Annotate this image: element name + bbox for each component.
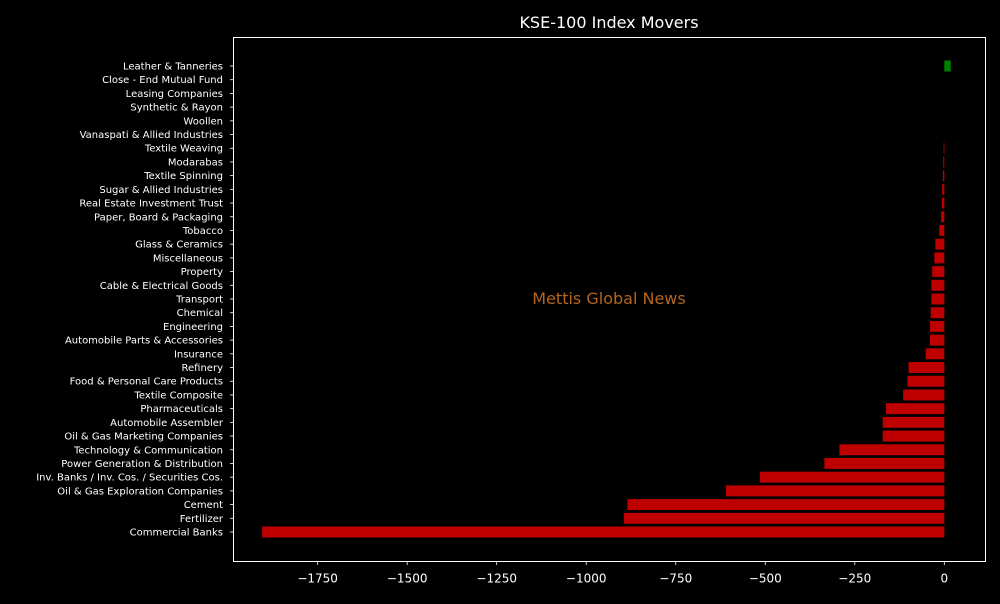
y-tick-label: Sugar & Allied Industries <box>99 185 223 196</box>
y-tick-label: Vanaspati & Allied Industries <box>80 130 223 141</box>
bar <box>935 238 945 250</box>
bar <box>944 60 951 72</box>
bar <box>627 499 945 511</box>
bar <box>931 293 945 305</box>
y-tick-label: Cement <box>184 500 223 511</box>
bar <box>929 320 945 332</box>
bar <box>925 348 945 360</box>
y-tick-label: Miscellaneous <box>153 253 223 264</box>
x-tick-label: −1250 <box>476 572 517 586</box>
bar <box>931 279 945 291</box>
y-tick-label: Oil & Gas Exploration Companies <box>57 486 223 497</box>
y-tick-label: Fertilizer <box>180 514 224 525</box>
x-tick-label: 0 <box>940 572 948 586</box>
y-tick-label: Automobile Assembler <box>110 418 224 429</box>
y-tick-label: Oil & Gas Marketing Companies <box>64 432 223 443</box>
bar <box>824 457 945 469</box>
y-tick-label: Refinery <box>182 363 224 374</box>
bar <box>942 170 945 182</box>
bar <box>839 444 945 456</box>
y-tick-label: Tobacco <box>182 226 223 237</box>
bar <box>262 526 945 538</box>
chart-title: KSE-100 Index Movers <box>519 13 698 32</box>
y-tick-label: Inv. Banks / Inv. Cos. / Securities Cos. <box>36 473 223 484</box>
y-tick-label: Textile Composite <box>134 390 223 401</box>
bar <box>943 142 945 154</box>
watermark-text: Mettis Global News <box>532 289 685 308</box>
y-tick-label: Property <box>181 267 223 278</box>
bar <box>941 211 945 223</box>
y-tick-label: Textile Spinning <box>143 171 223 182</box>
y-tick-label: Woollen <box>183 116 223 127</box>
bar <box>882 430 945 442</box>
y-tick-label: Food & Personal Care Products <box>70 377 223 388</box>
y-tick-label: Pharmaceuticals <box>140 404 223 415</box>
y-tick-label: Paper, Board & Packaging <box>94 212 223 223</box>
bar <box>942 183 945 195</box>
bar <box>939 224 945 236</box>
y-tick-labels: Commercial Banks Fertilizer Cement Oil & Ga… <box>36 62 234 539</box>
y-tick-label: Synthetic & Rayon <box>130 103 223 114</box>
x-tick-label: −500 <box>749 572 782 586</box>
y-tick-label: Cable & Electrical Goods <box>100 281 223 292</box>
x-tick-label: −1500 <box>387 572 428 586</box>
y-tick-label: Leather & Tanneries <box>123 62 223 73</box>
x-axis-ticks: −1750 −1500 −1250 −1000 −750 −500 −250 0 <box>297 561 948 586</box>
bar <box>725 485 945 497</box>
x-tick-label: −1750 <box>297 572 338 586</box>
x-tick-label: −750 <box>659 572 692 586</box>
bar <box>932 266 945 278</box>
bar <box>929 334 945 346</box>
bar <box>908 362 945 374</box>
y-tick-label: Insurance <box>174 349 223 360</box>
bars-layer <box>262 60 951 538</box>
y-tick-label: Power Generation & Distribution <box>61 459 223 470</box>
bar <box>623 512 945 524</box>
bar <box>885 403 945 415</box>
bar <box>934 252 945 264</box>
bar <box>882 416 945 428</box>
y-tick-label: Close - End Mutual Fund <box>102 75 223 86</box>
y-tick-label: Real Estate Investment Trust <box>79 199 223 210</box>
y-tick-label: Commercial Banks <box>130 528 223 539</box>
y-tick-label: Transport <box>175 295 223 306</box>
y-tick-label: Engineering <box>163 322 223 333</box>
bar <box>903 389 945 401</box>
y-tick-label: Textile Weaving <box>144 144 223 155</box>
bar <box>941 197 945 209</box>
bar <box>943 156 945 168</box>
bar <box>907 375 945 387</box>
y-tick-label: Glass & Ceramics <box>135 240 223 251</box>
y-tick-label: Chemical <box>177 308 223 319</box>
plot-frame <box>233 37 986 562</box>
bar <box>930 307 945 319</box>
x-tick-label: −250 <box>838 572 871 586</box>
x-tick-label: −1000 <box>566 572 607 586</box>
bar <box>759 471 945 483</box>
y-tick-label: Leasing Companies <box>126 89 223 100</box>
y-tick-label: Technology & Communication <box>73 445 223 456</box>
y-tick-label: Modarabas <box>168 157 223 168</box>
y-tick-label: Automobile Parts & Accessories <box>65 336 223 347</box>
